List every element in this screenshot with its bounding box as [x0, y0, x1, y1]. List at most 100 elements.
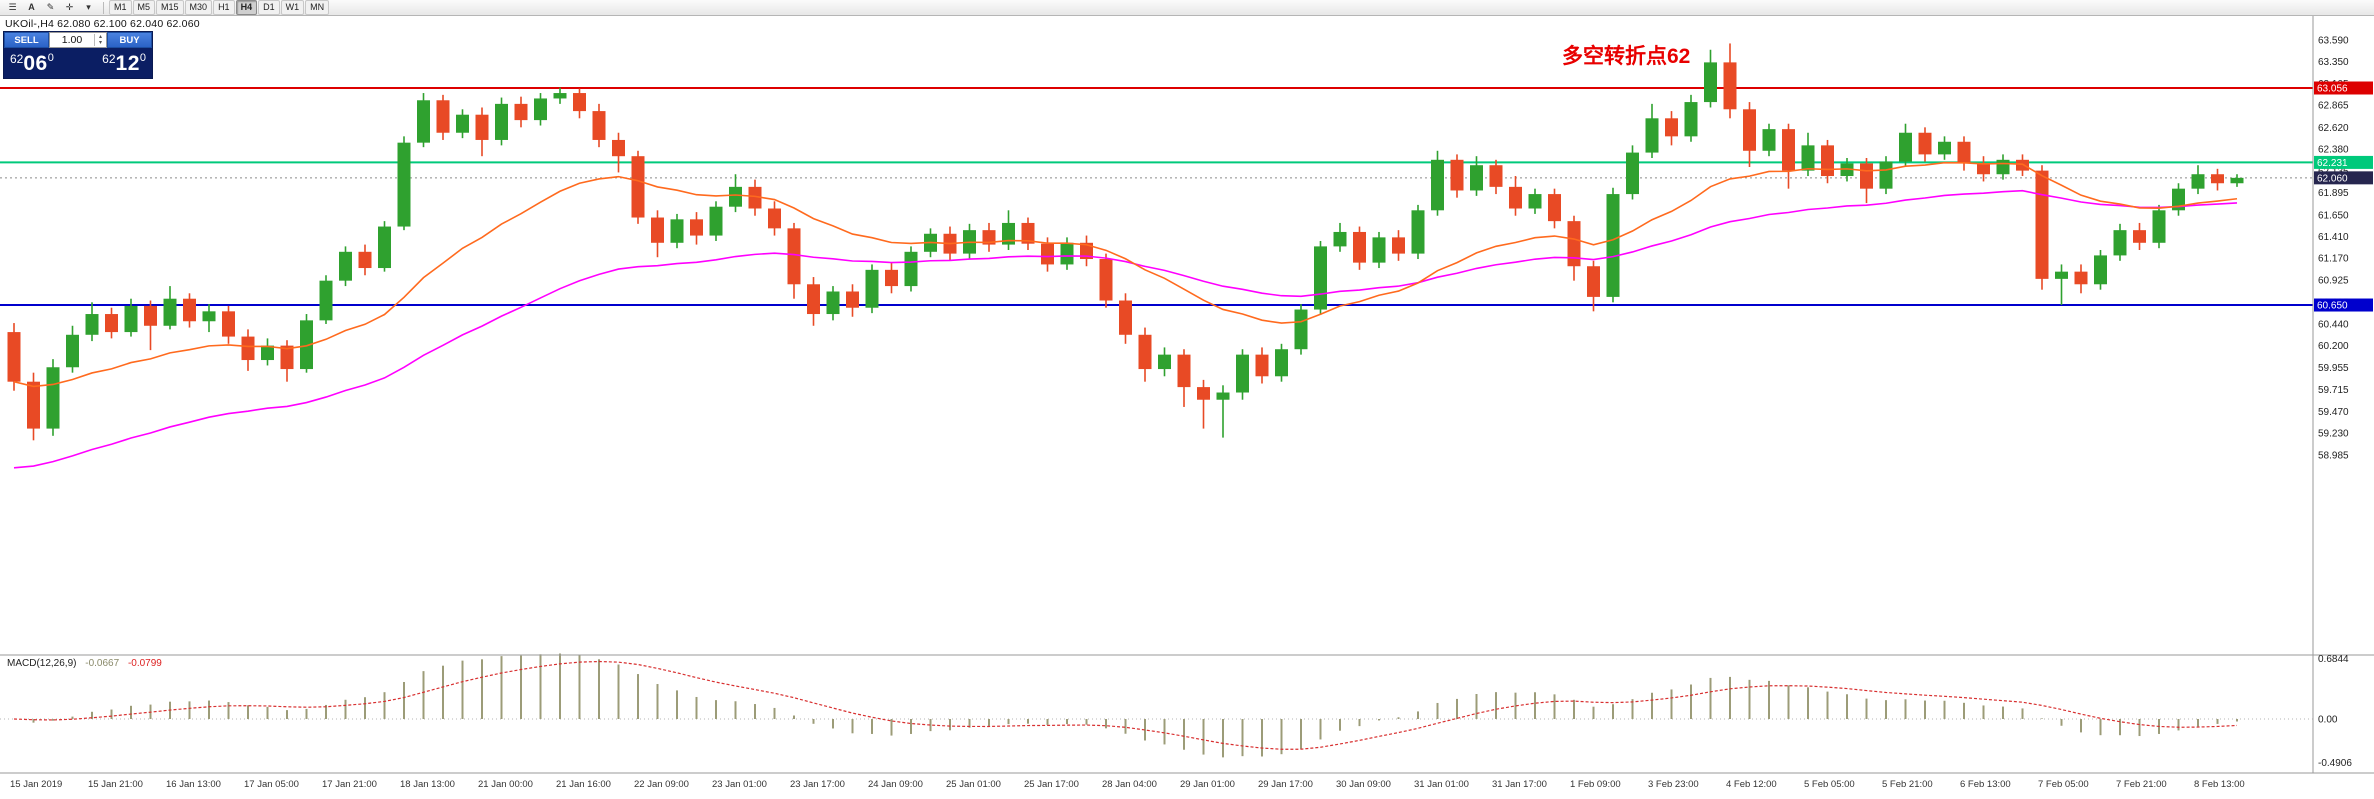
sell-price-sup: 0: [47, 52, 54, 64]
candle-body: [1567, 221, 1581, 267]
toolbar-icons: ☰ A ✎ ✛ ▾: [3, 0, 98, 15]
time-axis-label: 23 Jan 01:00: [712, 779, 767, 790]
volume-value[interactable]: 1.00: [61, 34, 83, 46]
chart-canvas[interactable]: 63.59063.35063.10562.86562.62062.38062.1…: [0, 16, 2374, 799]
time-axis-label: 21 Jan 16:00: [556, 779, 611, 790]
macd-axis-label: 0.00: [2318, 715, 2338, 726]
time-axis-label: 31 Jan 01:00: [1414, 779, 1469, 790]
price-axis-label: 59.715: [2318, 385, 2349, 396]
candle-body: [183, 298, 196, 322]
macd-value-main: -0.0667: [85, 658, 120, 669]
menu-icon[interactable]: ☰: [8, 2, 17, 12]
sell-button[interactable]: SELL: [4, 32, 49, 48]
timeframe-w1[interactable]: W1: [280, 0, 305, 15]
candle-body: [768, 208, 781, 229]
macd-axis-label: 0.6844: [2318, 654, 2349, 665]
candle-body: [358, 251, 372, 269]
candle-body: [85, 314, 99, 335]
candle-body: [163, 298, 177, 326]
spinner-down-icon[interactable]: ▾: [98, 40, 102, 46]
volume-stepper[interactable]: 1.00 ▴ ▾: [49, 32, 107, 48]
candle-body: [1041, 243, 1054, 265]
chart-area[interactable]: UKOil-,H4 62.080 62.100 62.040 62.060 SE…: [0, 16, 2374, 799]
candle-body: [1762, 129, 1776, 151]
time-axis-label: 7 Feb 05:00: [2038, 779, 2089, 790]
candle-body: [1275, 349, 1288, 377]
candle-body: [2152, 210, 2166, 243]
timeframe-mn[interactable]: MN: [305, 0, 330, 15]
volume-spinner[interactable]: ▴ ▾: [94, 34, 106, 46]
candle-body: [1977, 163, 1990, 175]
candle-body: [2113, 230, 2127, 256]
price-axis-label: 61.895: [2318, 188, 2349, 199]
candle-body: [631, 156, 645, 218]
candle-body: [1938, 141, 1951, 155]
macd-signal-line: [13, 660, 2238, 750]
time-axis-label: 15 Jan 21:00: [88, 779, 143, 790]
candle-body: [27, 381, 40, 429]
price-badge-label: 62.231: [2317, 158, 2348, 169]
candle-body: [690, 219, 703, 236]
candle-body: [885, 269, 898, 287]
candle-body: [1782, 129, 1795, 171]
candle-body: [417, 100, 430, 143]
price-badge-label: 63.056: [2317, 84, 2348, 95]
candle-body: [1158, 354, 1171, 370]
timeframe-m15[interactable]: M15: [156, 0, 184, 15]
candle-body: [339, 251, 352, 281]
timeframe-m1[interactable]: M1: [109, 0, 132, 15]
candle-body: [748, 186, 762, 209]
candle-body: [495, 103, 508, 140]
candle-body: [1138, 334, 1152, 370]
buy-price: 62120: [102, 52, 146, 76]
candle-body: [1821, 145, 1834, 177]
candle-body: [2211, 174, 2224, 184]
draw-tool-icon[interactable]: ✎: [46, 2, 55, 12]
price-badge: [2314, 171, 2373, 185]
candle-body: [865, 269, 879, 308]
candle-body: [1606, 194, 1620, 297]
sell-price: 62060: [10, 52, 54, 76]
dropdown-caret-icon[interactable]: ▾: [86, 2, 91, 12]
candle-body: [1411, 210, 1425, 254]
candle-body: [1801, 145, 1815, 171]
candle-body: [1236, 354, 1249, 393]
time-axis-label: 29 Jan 01:00: [1180, 779, 1235, 790]
buy-button[interactable]: BUY: [107, 32, 152, 48]
sell-price-prefix: 62: [10, 52, 24, 66]
time-axis-label: 4 Feb 12:00: [1726, 779, 1777, 790]
candle-body: [1177, 354, 1191, 388]
candle-body: [807, 284, 820, 315]
price-axis-label: 61.410: [2318, 232, 2349, 243]
timeframe-h4[interactable]: H4: [235, 0, 258, 15]
text-tool-icon[interactable]: A: [28, 2, 35, 12]
candle-body: [1860, 163, 1873, 189]
time-axis-label: 15 Jan 2019: [10, 779, 62, 790]
candle-body: [7, 332, 21, 382]
timeframe-m5[interactable]: M5: [132, 0, 156, 15]
candle-body: [2230, 177, 2244, 184]
candle-body: [1333, 231, 1347, 247]
price-axis-label: 60.440: [2318, 319, 2349, 330]
chart-annotation-text[interactable]: 多空转折点62: [1562, 45, 1691, 68]
candle-body: [1528, 194, 1542, 209]
timeframe-m30[interactable]: M30: [184, 0, 213, 15]
buy-price-main: 12: [115, 52, 140, 75]
time-axis-label: 17 Jan 21:00: [322, 779, 377, 790]
timeframe-d1[interactable]: D1: [258, 0, 280, 15]
timeframe-h1[interactable]: H1: [213, 0, 235, 15]
candle-body: [2133, 230, 2146, 243]
time-axis-label: 22 Jan 09:00: [634, 779, 689, 790]
candle-body: [1548, 194, 1561, 222]
price-axis-label: 62.865: [2318, 101, 2349, 112]
time-axis-label: 3 Feb 23:00: [1648, 779, 1699, 790]
buy-price-prefix: 62: [102, 52, 116, 66]
candle-body: [1216, 392, 1230, 400]
time-axis-label: 8 Feb 13:00: [2194, 779, 2245, 790]
spinner-up-icon[interactable]: ▴: [98, 34, 102, 40]
candle-body: [573, 93, 586, 112]
candle-body: [222, 311, 235, 337]
candle-body: [904, 251, 918, 287]
candle-body: [300, 320, 313, 370]
crosshair-tool-icon[interactable]: ✛: [65, 2, 74, 12]
